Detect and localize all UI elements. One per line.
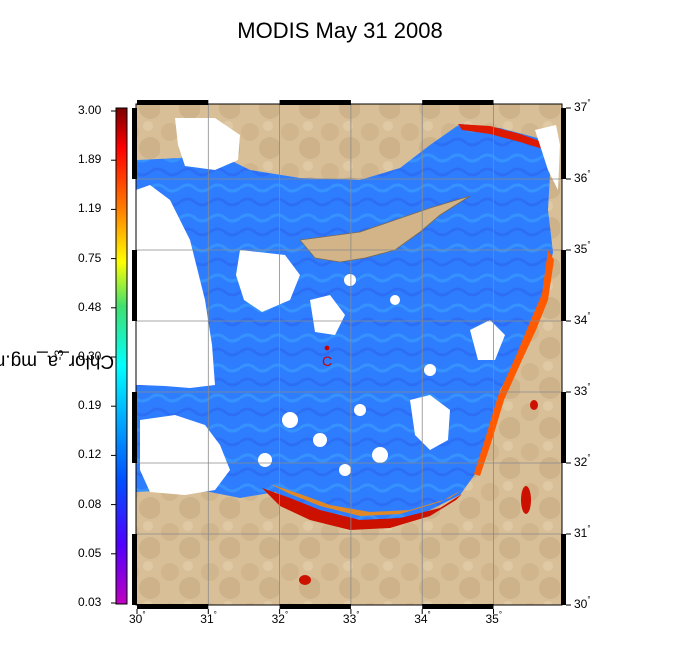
y-tick-label: 31° bbox=[574, 524, 591, 540]
dead-sea bbox=[521, 486, 531, 514]
colorbar-tick-label: 1.89 bbox=[78, 152, 102, 167]
x-tick-label: 31° bbox=[200, 610, 217, 626]
y-tick-label: 37° bbox=[574, 98, 591, 114]
colorbar-tick-label: 3.00 bbox=[78, 103, 102, 117]
lake-galilee bbox=[530, 400, 538, 410]
map-area bbox=[136, 104, 562, 605]
axis-ticks bbox=[136, 107, 571, 614]
station-label: C bbox=[322, 353, 332, 369]
graticule bbox=[136, 104, 562, 605]
colorbar-tick-label: 0.75 bbox=[78, 250, 102, 265]
colorbar-tick-label: 0.05 bbox=[78, 545, 102, 560]
x-tick-label: 32° bbox=[271, 610, 289, 626]
colorbar-tick-label: 0.30 bbox=[78, 349, 102, 363]
frame-bars bbox=[132, 100, 566, 609]
y-tick-label: 36° bbox=[574, 169, 591, 185]
nile-delta-bloom bbox=[262, 488, 462, 530]
y-tick-label: 32° bbox=[574, 453, 591, 469]
cyprus-land bbox=[299, 195, 471, 263]
lake-south bbox=[299, 575, 311, 585]
turkish-coast-bloom bbox=[458, 124, 548, 150]
colorbar-tick-label: 0.03 bbox=[78, 595, 102, 609]
colorbar-tick-label: 0.08 bbox=[78, 496, 102, 511]
colorbar-tick-label: 1.19 bbox=[78, 201, 102, 216]
y-tick-label: 33° bbox=[574, 382, 591, 398]
colorbar-tick-label: 0.12 bbox=[78, 447, 102, 462]
y-tick-label: 34° bbox=[574, 311, 591, 327]
x-tick-label: 33° bbox=[342, 610, 360, 626]
y-tick-label: 30° bbox=[574, 595, 591, 611]
colorbar-tick-label: 0.19 bbox=[78, 398, 102, 413]
x-tick-label: 35° bbox=[485, 610, 503, 626]
station-marker bbox=[324, 345, 330, 351]
x-tick-label: 34° bbox=[414, 610, 431, 626]
nile-delta-bloom-edge bbox=[270, 484, 462, 516]
colorbar-tick-label: 0.48 bbox=[78, 299, 102, 314]
y-tick-label: 35° bbox=[574, 240, 591, 256]
colorbar-ticks bbox=[111, 110, 116, 604]
map-title: MODIS May 31 2008 bbox=[237, 18, 443, 43]
colorbar bbox=[115, 107, 128, 605]
cloud-cover bbox=[136, 118, 560, 495]
levant-coast-bloom bbox=[474, 250, 554, 476]
x-tick-label: 30° bbox=[129, 610, 146, 626]
